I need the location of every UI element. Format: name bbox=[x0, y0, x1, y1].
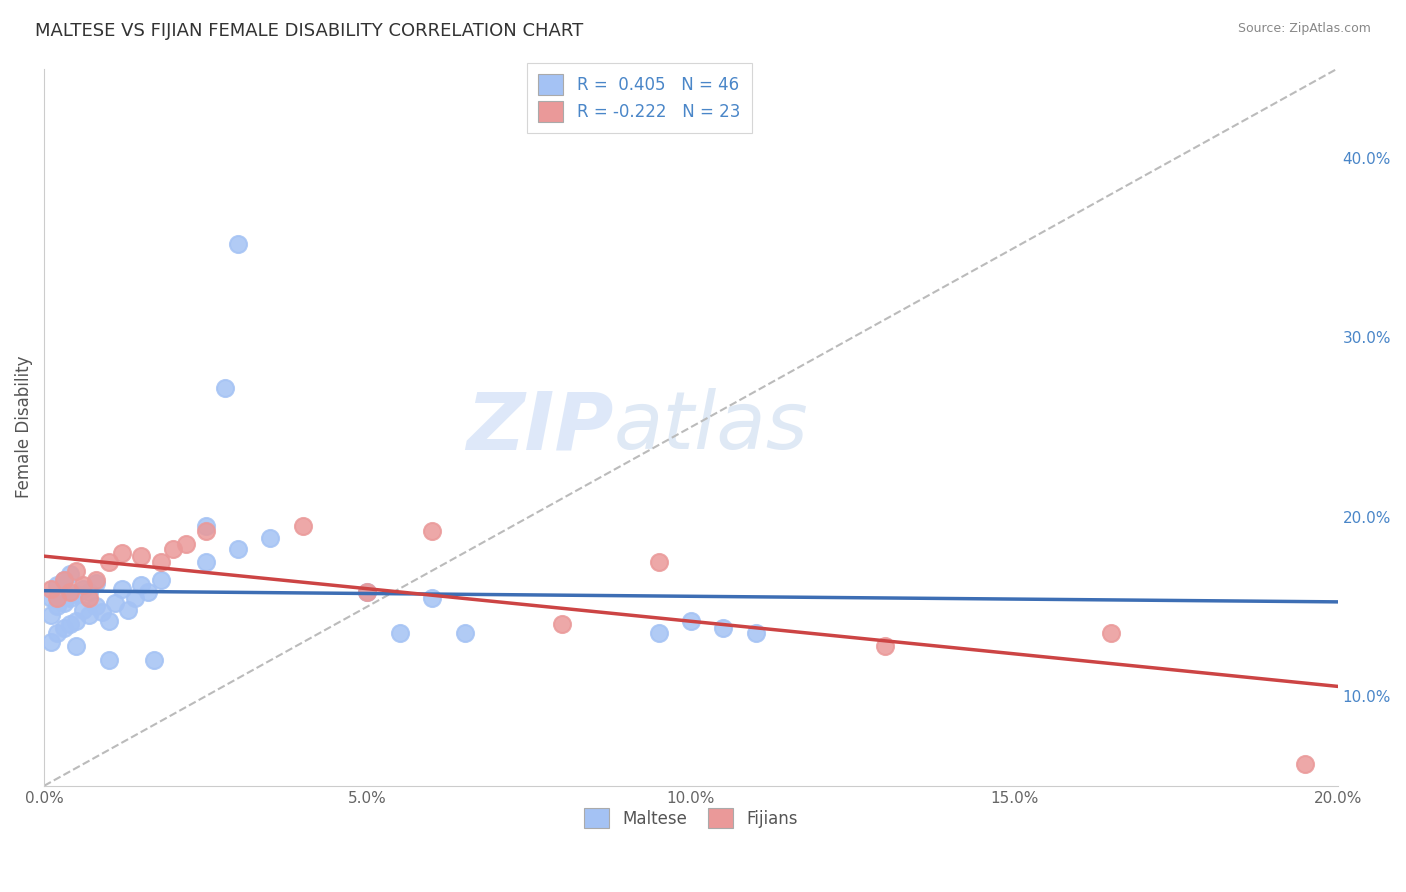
Point bbox=[291, 518, 314, 533]
Point bbox=[194, 555, 217, 569]
Point bbox=[52, 573, 75, 587]
Point bbox=[744, 626, 766, 640]
Text: ZIP: ZIP bbox=[465, 388, 613, 467]
Point bbox=[39, 591, 62, 605]
Point bbox=[550, 617, 572, 632]
Point bbox=[711, 621, 734, 635]
Point bbox=[46, 591, 69, 605]
Point bbox=[453, 626, 475, 640]
Point bbox=[97, 555, 120, 569]
Point bbox=[39, 635, 62, 649]
Point bbox=[194, 518, 217, 533]
Point bbox=[136, 585, 159, 599]
Text: MALTESE VS FIJIAN FEMALE DISABILITY CORRELATION CHART: MALTESE VS FIJIAN FEMALE DISABILITY CORR… bbox=[35, 22, 583, 40]
Point bbox=[79, 585, 101, 599]
Point bbox=[91, 605, 114, 619]
Point bbox=[59, 591, 82, 605]
Point bbox=[162, 542, 184, 557]
Point bbox=[72, 603, 94, 617]
Point bbox=[226, 542, 249, 557]
Point bbox=[52, 596, 75, 610]
Legend: Maltese, Fijians: Maltese, Fijians bbox=[578, 801, 804, 835]
Point bbox=[214, 381, 236, 395]
Point bbox=[1294, 757, 1316, 772]
Point bbox=[79, 608, 101, 623]
Point bbox=[111, 546, 134, 560]
Point bbox=[873, 639, 896, 653]
Point bbox=[420, 591, 443, 605]
Point bbox=[124, 591, 146, 605]
Text: Source: ZipAtlas.com: Source: ZipAtlas.com bbox=[1237, 22, 1371, 36]
Point bbox=[84, 573, 107, 587]
Point bbox=[679, 614, 702, 628]
Point bbox=[647, 555, 669, 569]
Point bbox=[1099, 626, 1122, 640]
Point bbox=[65, 639, 87, 653]
Point bbox=[143, 653, 166, 667]
Point bbox=[226, 237, 249, 252]
Point bbox=[356, 585, 378, 599]
Point bbox=[52, 621, 75, 635]
Point bbox=[420, 524, 443, 538]
Y-axis label: Female Disability: Female Disability bbox=[15, 356, 32, 499]
Point bbox=[129, 578, 152, 592]
Point bbox=[84, 576, 107, 591]
Point bbox=[356, 585, 378, 599]
Point bbox=[39, 608, 62, 623]
Point bbox=[46, 599, 69, 614]
Point bbox=[149, 555, 172, 569]
Point bbox=[46, 626, 69, 640]
Point bbox=[259, 532, 281, 546]
Text: atlas: atlas bbox=[613, 388, 808, 467]
Point bbox=[194, 524, 217, 538]
Point bbox=[79, 591, 101, 605]
Point bbox=[52, 573, 75, 587]
Point bbox=[65, 587, 87, 601]
Point bbox=[647, 626, 669, 640]
Point bbox=[149, 573, 172, 587]
Point bbox=[97, 614, 120, 628]
Point bbox=[84, 599, 107, 614]
Point bbox=[59, 617, 82, 632]
Point bbox=[39, 582, 62, 596]
Point bbox=[388, 626, 411, 640]
Point bbox=[59, 585, 82, 599]
Point bbox=[97, 653, 120, 667]
Point bbox=[72, 578, 94, 592]
Point bbox=[72, 582, 94, 596]
Point bbox=[111, 582, 134, 596]
Point bbox=[59, 567, 82, 582]
Point bbox=[65, 564, 87, 578]
Point bbox=[129, 549, 152, 564]
Point bbox=[117, 603, 139, 617]
Point bbox=[46, 578, 69, 592]
Point bbox=[104, 596, 127, 610]
Point bbox=[65, 614, 87, 628]
Point bbox=[176, 537, 198, 551]
